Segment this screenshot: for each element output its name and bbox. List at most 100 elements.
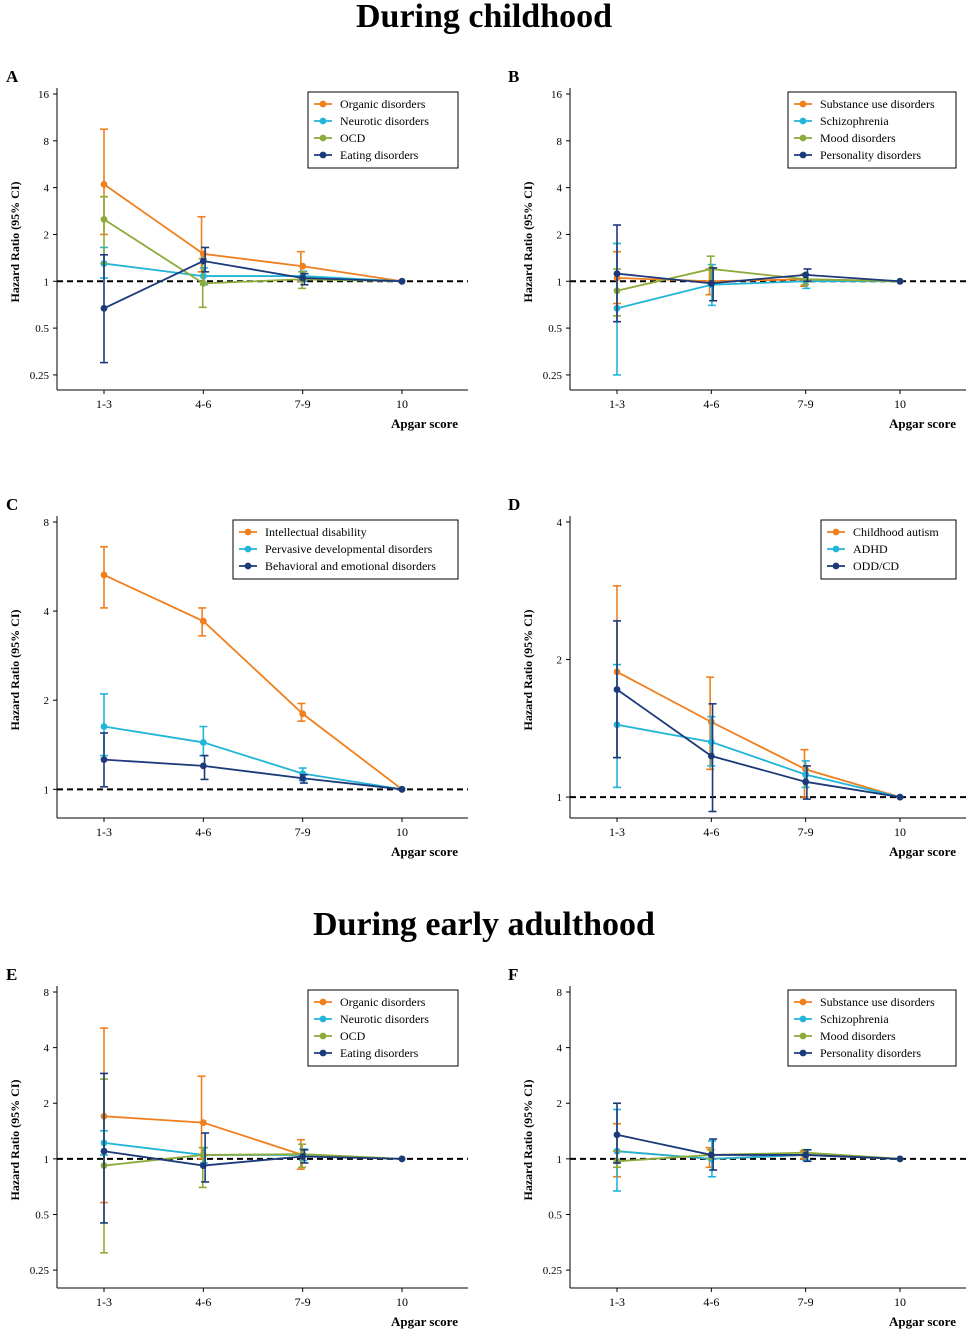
- personality-disorders-point: [613, 270, 621, 278]
- y-tick-label: 0.25: [543, 1265, 563, 1277]
- childhood-autism-line: [616, 671, 901, 798]
- y-tick-label: 2: [557, 655, 563, 667]
- panel-letter: E: [6, 965, 17, 984]
- organic-disorders-line: [103, 1115, 403, 1160]
- adhd-point: [802, 771, 810, 779]
- chart-panel-a: A 0.25 0.5 1 2 4 8 16 1-3 4-6 7-9 10 Hazard Ratio (9…: [6, 67, 468, 431]
- legend-swatch-point: [832, 528, 840, 536]
- y-tick-label: 0.5: [548, 323, 562, 335]
- legend-label: Mood disorders: [820, 1029, 896, 1043]
- x-tick-label: 4-6: [195, 825, 211, 839]
- y-tick-label: 2: [557, 1098, 563, 1110]
- x-axis-label: Apgar score: [391, 1314, 458, 1329]
- legend-box: [232, 519, 459, 580]
- odd-cd-point: [613, 686, 621, 693]
- legend-label: ODD/CD: [853, 559, 899, 573]
- x-tick-label: 1-3: [96, 825, 112, 839]
- adhd-line: [616, 723, 901, 798]
- x-tick-label: 4-6: [195, 1295, 211, 1309]
- schizophrenia-line: [616, 280, 900, 310]
- legend-swatch-point: [799, 134, 807, 142]
- personality-disorders-line: [616, 272, 901, 285]
- x-tick-label: 7-9: [798, 825, 814, 839]
- legend-label: Childhood autism: [853, 525, 939, 539]
- personality-disorders-point: [707, 279, 715, 287]
- organic-disorders-point: [100, 180, 108, 188]
- legend-swatch-point: [319, 151, 327, 159]
- intellectual-disability-point: [199, 617, 207, 625]
- personality-disorders-point: [707, 1151, 715, 1159]
- y-tick-label: 4: [557, 1043, 563, 1055]
- panel-letter: F: [508, 965, 518, 984]
- legend-swatch-point: [319, 1032, 327, 1040]
- legend-label: Substance use disorders: [820, 995, 935, 1009]
- y-tick-label: 8: [557, 136, 563, 148]
- odd-cd-point: [896, 793, 904, 801]
- legend-swatch-point: [799, 100, 807, 108]
- legend-box: [307, 91, 459, 169]
- legend-label: Intellectual disability: [265, 525, 367, 539]
- eating-disorders-point: [398, 277, 406, 285]
- legend-label: Mood disorders: [820, 131, 896, 145]
- personality-disorders-point: [896, 277, 904, 285]
- panel-letter: D: [508, 495, 520, 514]
- eating-disorders-point: [100, 1147, 108, 1155]
- x-axis-label: Apgar score: [889, 416, 956, 431]
- legend-label: OCD: [340, 1029, 366, 1043]
- legend-swatch-point: [799, 1049, 807, 1057]
- y-tick-label: 1: [44, 276, 50, 288]
- y-tick-label: 2: [44, 1098, 50, 1110]
- legend-label: Organic disorders: [340, 995, 426, 1009]
- x-tick-label: 4-6: [195, 397, 211, 411]
- x-tick-label: 7-9: [295, 397, 311, 411]
- y-axis-label: Hazard Ratio (95% CI): [521, 1080, 535, 1201]
- organic-disorders-line: [103, 183, 403, 283]
- legend-swatch-point: [244, 562, 252, 570]
- x-tick-label: 10: [894, 397, 906, 411]
- legend-label: Behavioral and emotional disorders: [265, 559, 436, 573]
- y-tick-label: 0.25: [543, 370, 563, 382]
- legend-swatch-point: [799, 1015, 807, 1023]
- legend-label: Neurotic disorders: [340, 114, 429, 128]
- panel-letter: B: [508, 67, 519, 86]
- legend-swatch-point: [319, 998, 327, 1006]
- x-axis-label: Apgar score: [889, 844, 956, 859]
- legend-box: [787, 989, 957, 1067]
- x-axis-label: Apgar score: [391, 844, 458, 859]
- y-axis-label: Hazard Ratio (95% CI): [521, 610, 535, 731]
- odd-cd-point: [802, 778, 810, 786]
- legend-swatch-point: [319, 1015, 327, 1023]
- x-tick-label: 10: [396, 825, 408, 839]
- legend-swatch-point: [832, 545, 840, 553]
- y-tick-label: 4: [557, 517, 563, 529]
- legend-swatch-point: [244, 528, 252, 536]
- x-tick-label: 1-3: [609, 1295, 625, 1309]
- personality-disorders-point: [802, 271, 810, 279]
- legend-label: Schizophrenia: [820, 114, 889, 128]
- chart-panel-c: C 1 2 4 8 1-3 4-6 7-9 10 Hazard Ratio (95% CI) Apg…: [6, 495, 468, 859]
- personality-disorders-point: [613, 1131, 621, 1139]
- eating-disorders-line: [103, 1150, 403, 1167]
- x-tick-label: 10: [894, 825, 906, 839]
- legend-label: Organic disorders: [340, 97, 426, 111]
- behavioral-and-emotional-disorders-line: [103, 758, 403, 791]
- eating-disorders-line: [103, 260, 403, 310]
- legend-swatch-point: [799, 151, 807, 159]
- y-tick-label: 0.5: [35, 323, 49, 335]
- legend-label: Eating disorders: [340, 1046, 419, 1060]
- organic-disorders-point: [199, 1119, 207, 1127]
- eating-disorders-point: [199, 257, 207, 265]
- adhd-point: [707, 738, 715, 746]
- y-tick-label: 4: [44, 1043, 50, 1055]
- personality-disorders-point: [896, 1155, 904, 1163]
- x-tick-label: 7-9: [798, 397, 814, 411]
- panel-letter: A: [6, 67, 19, 86]
- pervasive-developmental-disorders-point: [199, 739, 207, 746]
- ocd-line: [103, 1153, 403, 1167]
- panel-letter: C: [6, 495, 18, 514]
- legend-swatch-point: [799, 117, 807, 125]
- ocd-point: [199, 279, 207, 287]
- legend-swatch-point: [832, 562, 840, 570]
- intellectual-disability-point: [299, 710, 307, 718]
- eating-disorders-point: [100, 304, 108, 312]
